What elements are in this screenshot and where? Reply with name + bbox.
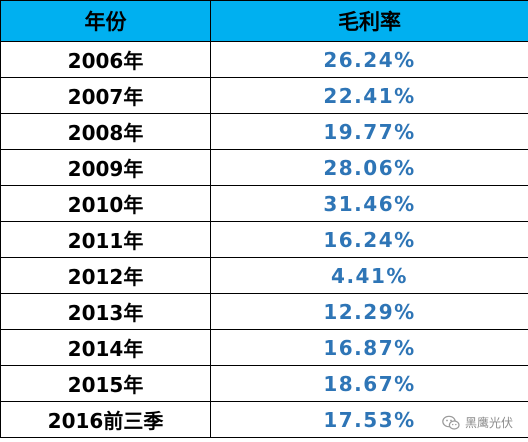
gross-margin-cell[interactable]: 31.46% xyxy=(210,185,528,222)
year-cell[interactable]: 2011年 xyxy=(0,221,211,258)
table-row: 2014年 16.87% xyxy=(0,329,528,366)
gross-margin-cell[interactable]: 18.67% xyxy=(210,365,528,402)
table-row: 2015年 18.67% xyxy=(0,365,528,402)
table-row: 2008年 19.77% xyxy=(0,113,528,150)
year-cell[interactable]: 2012年 xyxy=(0,257,211,294)
gross-margin-cell[interactable]: 4.41% xyxy=(210,257,528,294)
year-cell[interactable]: 2006年 xyxy=(0,41,211,78)
gross-margin-cell[interactable]: 16.87% xyxy=(210,329,528,366)
header-gross-margin[interactable]: 毛利率 xyxy=(210,0,528,42)
year-cell[interactable]: 2013年 xyxy=(0,293,211,330)
gross-margin-cell[interactable]: 16.24% xyxy=(210,221,528,258)
table-row: 2007年 22.41% xyxy=(0,77,528,114)
year-cell[interactable]: 2014年 xyxy=(0,329,211,366)
year-cell[interactable]: 2007年 xyxy=(0,77,211,114)
table-row: 2012年 4.41% xyxy=(0,257,528,294)
header-year[interactable]: 年份 xyxy=(0,0,211,42)
gross-margin-cell[interactable]: 28.06% xyxy=(210,149,528,186)
header-row: 年份 毛利率 xyxy=(0,0,528,42)
year-cell[interactable]: 2016前三季 xyxy=(0,401,211,438)
year-cell[interactable]: 2010年 xyxy=(0,185,211,222)
table-row: 2009年 28.06% xyxy=(0,149,528,186)
gross-margin-cell[interactable]: 19.77% xyxy=(210,113,528,150)
table-row: 2013年 12.29% xyxy=(0,293,528,330)
watermark-text: 黑鹰光伏 xyxy=(464,416,513,430)
year-cell[interactable]: 2008年 xyxy=(0,113,211,150)
year-cell[interactable]: 2009年 xyxy=(0,149,211,186)
table-row: 2006年 26.24% xyxy=(0,41,528,78)
wechat-icon xyxy=(442,415,460,430)
table-row: 2011年 16.24% xyxy=(0,221,528,258)
gross-margin-cell[interactable]: 22.41% xyxy=(210,77,528,114)
watermark: 黑鹰光伏 xyxy=(438,413,516,432)
gross-margin-cell[interactable]: 12.29% xyxy=(210,293,528,330)
table-row: 2010年 31.46% xyxy=(0,185,528,222)
gross-margin-cell[interactable]: 26.24% xyxy=(210,41,528,78)
year-cell[interactable]: 2015年 xyxy=(0,365,211,402)
